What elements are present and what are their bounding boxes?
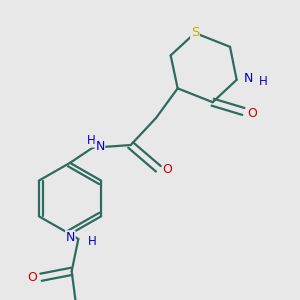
Text: H: H	[87, 134, 95, 147]
Text: O: O	[163, 163, 172, 176]
Text: S: S	[191, 26, 199, 40]
Text: N: N	[244, 72, 254, 85]
Text: H: H	[88, 235, 96, 248]
Text: N: N	[66, 231, 75, 244]
Text: N: N	[95, 140, 105, 153]
Text: H: H	[259, 75, 268, 88]
Text: O: O	[27, 271, 37, 284]
Text: O: O	[247, 106, 257, 120]
